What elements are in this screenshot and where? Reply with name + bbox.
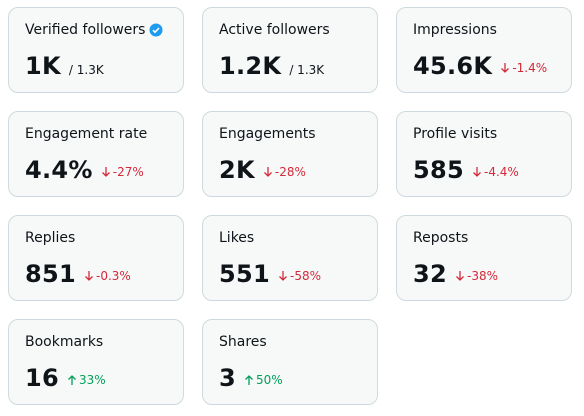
metric-label-text: Replies [25, 230, 76, 246]
metric-change-text: -58% [290, 269, 322, 283]
metric-change-text: -0.3% [96, 269, 131, 283]
metric-label-text: Verified followers [25, 22, 146, 38]
metric-total: / 1.3K [289, 63, 324, 77]
trend-arrow [68, 375, 76, 385]
metric-change: -27% [101, 165, 144, 179]
metric-value: 1.2K [219, 52, 282, 80]
metric-change-text: -28% [274, 165, 306, 179]
metric-label: Engagement rate [25, 126, 147, 142]
metric-row: 1.2K / 1.3K [219, 52, 324, 80]
metric-row: 585 -4.4% [413, 156, 519, 184]
metric-value: 32 [413, 260, 447, 288]
metric-card: Reposts 32 -38% [396, 215, 572, 301]
metric-row: 32 -38% [413, 260, 498, 288]
metric-card: Bookmarks 16 33% [8, 319, 184, 405]
trend-arrow [245, 375, 253, 385]
metric-total-text: / 1.3K [289, 63, 325, 77]
trend-arrow [85, 271, 93, 281]
metric-row: 4.4% -27% [25, 156, 144, 184]
metric-row: 45.6K -1.4% [413, 52, 547, 80]
metric-label-text: Engagements [219, 126, 316, 142]
metric-row: 16 33% [25, 364, 106, 392]
trend-arrow [501, 63, 510, 73]
metric-total: / 1.3K [69, 63, 104, 77]
verified-badge [149, 23, 163, 37]
metric-label: Engagements [219, 126, 316, 142]
metric-change-text: -4.4% [484, 165, 519, 179]
metric-change: -4.4% [472, 165, 519, 179]
trend-arrow [263, 167, 272, 177]
metric-change: -38% [455, 269, 498, 283]
metric-label-text: Likes [219, 230, 255, 246]
metric-card: Verified followers 1K / 1.3K [8, 7, 184, 93]
metric-change-text: 33% [79, 373, 106, 387]
metric-row: 3 50% [219, 364, 283, 392]
metric-change-text: -38% [467, 269, 499, 283]
metric-label-text: Engagement rate [25, 126, 148, 142]
metric-label-text: Bookmarks [25, 334, 104, 350]
metric-label: Reposts [413, 230, 468, 246]
metric-label: Active followers [219, 22, 330, 38]
metric-card: Shares 3 50% [202, 319, 378, 405]
metric-card: Engagements 2K -28% [202, 111, 378, 197]
metric-label-text: Reposts [413, 230, 469, 246]
metric-value: 851 [25, 260, 76, 288]
metric-change: -0.3% [84, 269, 131, 283]
trend-arrow [473, 167, 481, 177]
metric-label-text: Profile visits [413, 126, 498, 142]
metric-value: 1K [25, 52, 61, 80]
metric-value: 4.4% [25, 156, 93, 184]
metric-card: Profile visits 585 -4.4% [396, 111, 572, 197]
metric-value: 45.6K [413, 52, 493, 80]
metric-row: 1K / 1.3K [25, 52, 104, 80]
trend-arrow [101, 167, 110, 177]
trend-arrow [456, 271, 464, 281]
metric-row: 2K -28% [219, 156, 306, 184]
metric-card: Engagement rate 4.4% -27% [8, 111, 184, 197]
metric-card: Replies 851 -0.3% [8, 215, 184, 301]
metric-change-text: 50% [256, 373, 283, 387]
metric-card: Active followers 1.2K / 1.3K [202, 7, 378, 93]
metric-change: -1.4% [500, 61, 547, 75]
metric-label: Profile visits [413, 126, 497, 142]
metric-change: 50% [244, 373, 283, 387]
metric-change-text: -1.4% [512, 61, 548, 75]
metric-value: 3 [219, 364, 236, 392]
metric-label-text: Impressions [413, 22, 497, 38]
metric-change: -28% [263, 165, 306, 179]
metric-value: 585 [413, 156, 464, 184]
metric-label-text: Active followers [219, 22, 330, 38]
metric-label: Replies [25, 230, 75, 246]
metric-value: 16 [25, 364, 59, 392]
metric-label: Bookmarks [25, 334, 103, 350]
metric-value: 551 [219, 260, 270, 288]
metric-row: 851 -0.3% [25, 260, 131, 288]
trend-arrow [279, 271, 287, 281]
metric-label: Verified followers [25, 22, 163, 38]
metric-change: 33% [67, 373, 106, 387]
metric-change: -58% [278, 269, 321, 283]
metric-label-text: Shares [219, 334, 267, 350]
metric-change-text: -27% [112, 165, 144, 179]
metric-value: 2K [219, 156, 255, 184]
metric-label: Likes [219, 230, 254, 246]
metric-card: Likes 551 -58% [202, 215, 378, 301]
metric-row: 551 -58% [219, 260, 321, 288]
metric-label: Impressions [413, 22, 497, 38]
metric-card: Impressions 45.6K -1.4% [396, 7, 572, 93]
metric-label: Shares [219, 334, 267, 350]
metric-total-text: / 1.3K [68, 63, 104, 77]
